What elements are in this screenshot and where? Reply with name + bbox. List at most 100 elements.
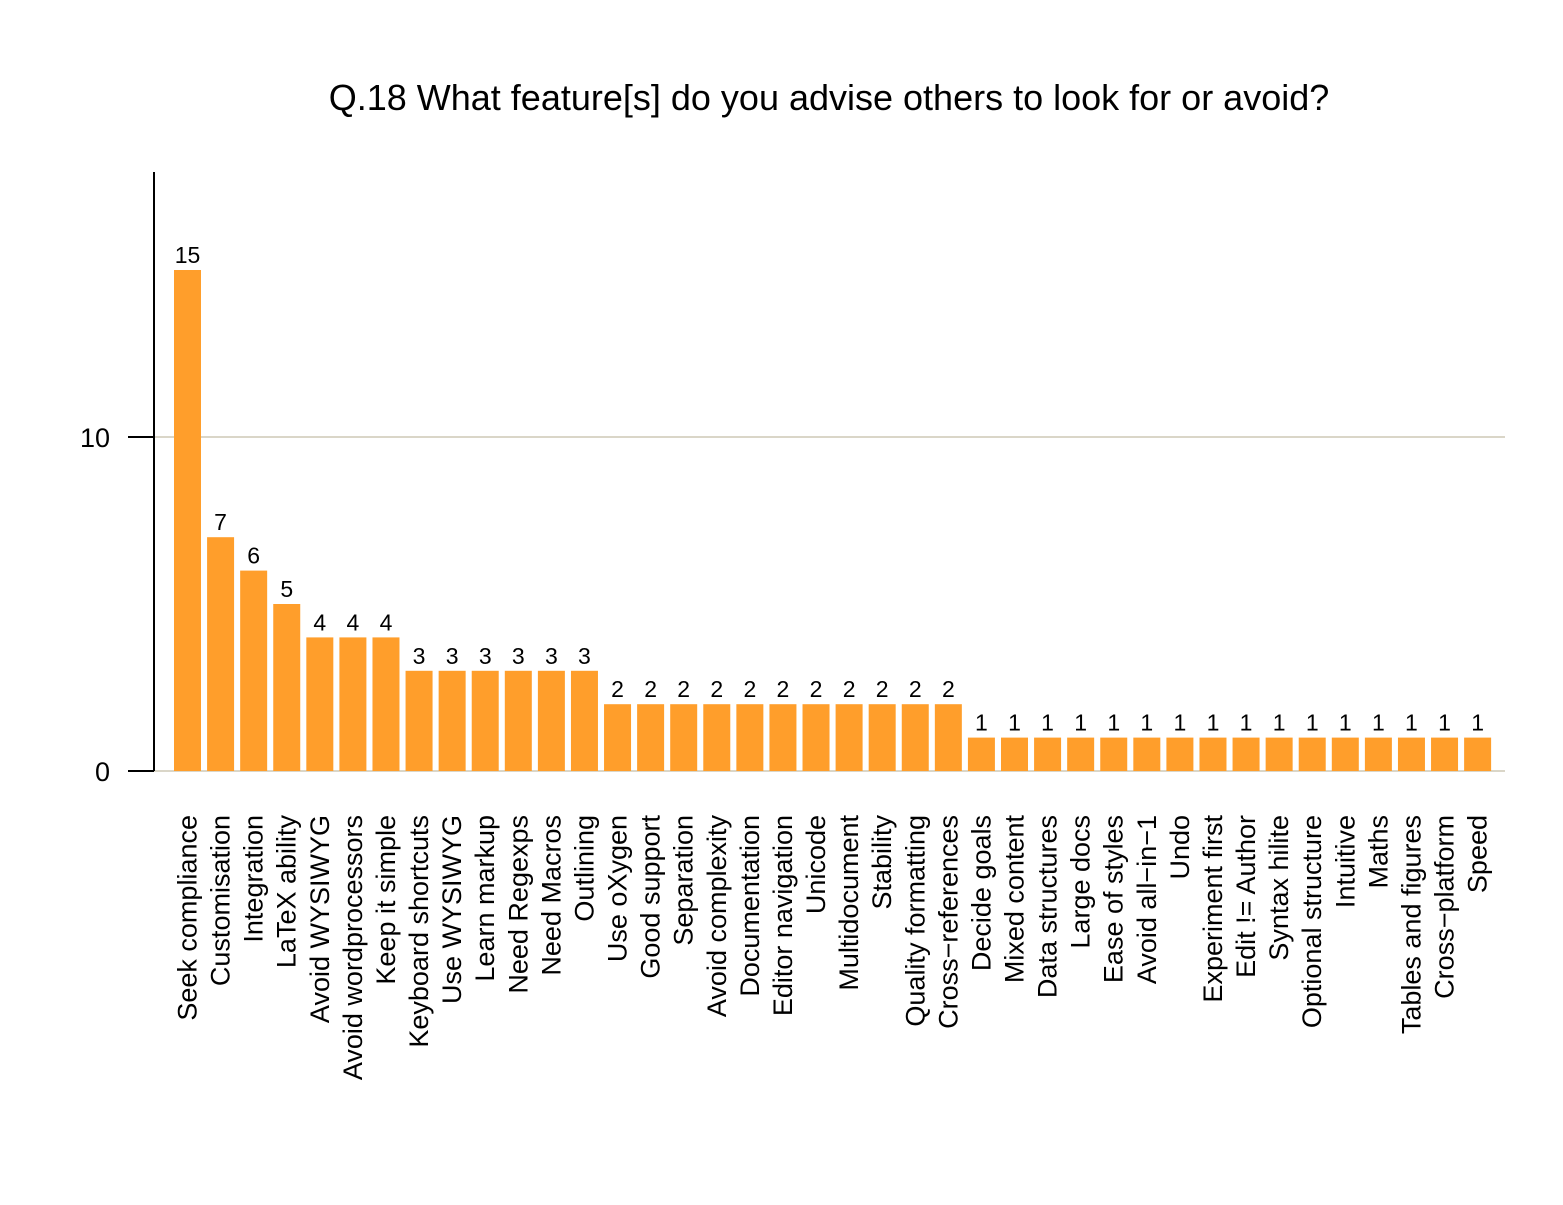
category-label: Customisation: [206, 815, 236, 986]
bar: [372, 637, 400, 771]
category-label: Stability: [867, 815, 897, 910]
bars: [174, 270, 1492, 771]
data-label: 2: [644, 676, 657, 702]
data-label: 1: [1074, 710, 1087, 736]
bar: [273, 604, 301, 771]
data-label: 1: [1041, 710, 1054, 736]
bar: [901, 704, 929, 771]
bar: [1133, 737, 1161, 771]
category-label: Data structures: [1033, 815, 1063, 998]
data-label: 7: [214, 509, 227, 535]
data-label: 2: [942, 676, 955, 702]
category-label: Separation: [669, 815, 699, 946]
bar: [306, 637, 334, 771]
category-label: Avoid WYSIWYG: [305, 815, 335, 1023]
data-label: 3: [578, 643, 591, 669]
category-label: Decide goals: [966, 815, 996, 971]
bar: [1298, 737, 1326, 771]
category-label: Avoid all−in−1: [1132, 815, 1162, 984]
category-label: Documentation: [735, 815, 765, 997]
chart-title: Q.18 What feature[s] do you advise other…: [329, 77, 1330, 118]
bar: [504, 670, 532, 771]
bar: [967, 737, 995, 771]
data-label: 3: [446, 643, 459, 669]
data-label: 2: [777, 676, 790, 702]
bar: [174, 270, 201, 771]
data-label: 1: [1008, 710, 1021, 736]
data-label: 4: [380, 609, 393, 635]
category-label: Avoid wordprocessors: [338, 815, 368, 1080]
category-label: Editor navigation: [768, 815, 798, 1016]
bar: [835, 704, 863, 771]
bar: [1464, 737, 1492, 771]
category-label: Keyboard shortcuts: [404, 815, 434, 1048]
category-label: Large docs: [1066, 815, 1096, 949]
bar: [1199, 737, 1227, 771]
data-label: 5: [280, 576, 293, 602]
bar: [1397, 737, 1425, 771]
bar: [537, 670, 565, 771]
bar: [570, 670, 598, 771]
data-label: 1: [1107, 710, 1120, 736]
bar: [670, 704, 698, 771]
category-label: Good support: [636, 815, 666, 979]
data-label: 3: [413, 643, 426, 669]
data-label: 1: [1306, 710, 1319, 736]
bar: [769, 704, 797, 771]
data-label: 2: [743, 676, 756, 702]
bar: [1232, 737, 1260, 771]
category-label: Keep it simple: [371, 815, 401, 985]
category-label: Intuitive: [1330, 815, 1360, 908]
bar: [703, 704, 731, 771]
data-label: 2: [677, 676, 690, 702]
category-label: Need Regexps: [503, 815, 533, 994]
bar: [1001, 737, 1028, 771]
data-label: 2: [909, 676, 922, 702]
data-label: 2: [876, 676, 889, 702]
data-label: 6: [247, 543, 260, 569]
category-label: Ease of styles: [1099, 815, 1129, 983]
bar: [1331, 737, 1359, 771]
category-label: Quality formatting: [900, 815, 930, 1027]
data-label: 1: [1405, 710, 1418, 736]
category-label: Edit != Author: [1231, 815, 1261, 978]
data-label: 1: [1240, 710, 1253, 736]
data-label: 2: [810, 676, 823, 702]
y-tick-label: 0: [95, 757, 110, 787]
y-axis: 0 10: [80, 172, 155, 787]
bar: [637, 704, 665, 771]
data-label: 4: [313, 609, 326, 635]
category-label: Unicode: [801, 815, 831, 914]
data-label: 2: [843, 676, 856, 702]
data-label: 15: [175, 242, 201, 268]
bar: [1265, 737, 1293, 771]
category-label: Avoid complexity: [702, 815, 732, 1018]
data-label: 1: [1207, 710, 1220, 736]
category-label: Integration: [239, 815, 269, 943]
category-label: Syntax hilite: [1264, 815, 1294, 961]
data-label: 1: [1273, 710, 1286, 736]
bar: [934, 704, 962, 771]
data-label: 2: [710, 676, 723, 702]
bar: [240, 570, 268, 771]
category-label: Need Macros: [536, 815, 566, 976]
category-label: Experiment first: [1198, 815, 1228, 1003]
bar: [868, 704, 896, 771]
bar: [471, 670, 499, 771]
y-tick-label: 10: [80, 423, 110, 453]
category-label: Speed: [1463, 815, 1493, 893]
category-label: Undo: [1165, 815, 1195, 880]
bar: [1034, 737, 1062, 771]
data-label: 4: [347, 609, 360, 635]
data-label: 1: [1140, 710, 1153, 736]
bar: [339, 637, 367, 771]
data-label: 1: [1372, 710, 1385, 736]
data-label: 1: [1471, 710, 1484, 736]
category-label: Optional structure: [1297, 815, 1327, 1028]
category-label: Cross−references: [933, 815, 963, 1029]
category-label: Mixed content: [1000, 815, 1030, 984]
bar: [438, 670, 466, 771]
bar: [1431, 737, 1459, 771]
